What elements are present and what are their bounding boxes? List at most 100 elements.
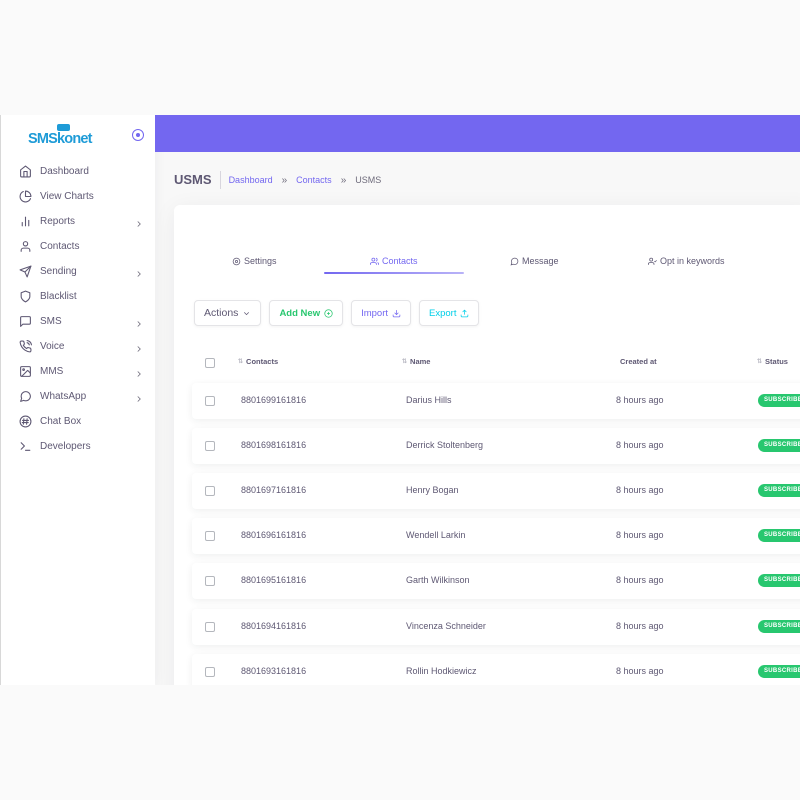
row-checkbox[interactable] bbox=[205, 531, 215, 541]
sidebar-nav: Dashboard View Charts Reports Contacts S… bbox=[1, 159, 156, 459]
sidebar-item-whatsapp[interactable]: WhatsApp bbox=[1, 384, 156, 409]
select-all-checkbox[interactable] bbox=[205, 358, 215, 368]
sort-icon: ⇅ bbox=[757, 359, 763, 365]
tab-settings[interactable]: Settings bbox=[232, 249, 277, 273]
row-checkbox[interactable] bbox=[205, 622, 215, 632]
column-header-name[interactable]: ⇅ Name bbox=[402, 357, 430, 366]
contact-number-cell: 8801695161816 bbox=[241, 575, 307, 585]
tab-contacts[interactable]: Contacts bbox=[370, 249, 418, 273]
column-header-status[interactable]: ⇅ Status bbox=[757, 357, 788, 366]
breadcrumb-contacts-link[interactable]: Contacts bbox=[296, 175, 332, 185]
page-header: USMS Dashboard » Contacts » USMS bbox=[174, 170, 381, 190]
tab-bar: Settings Contacts Message Opt in keyword… bbox=[174, 249, 800, 275]
sidebar-item-label: Contacts bbox=[40, 241, 80, 252]
sidebar-item-developers[interactable]: Developers bbox=[1, 434, 156, 459]
sidebar-collapse-toggle[interactable] bbox=[132, 129, 144, 141]
sidebar-item-sms[interactable]: SMS bbox=[1, 309, 156, 334]
sidebar-item-chat-box[interactable]: Chat Box bbox=[1, 409, 156, 434]
created-at-cell: 8 hours ago bbox=[616, 440, 664, 450]
sidebar-item-blacklist[interactable]: Blacklist bbox=[1, 284, 156, 309]
brand-name: SMSkonet bbox=[28, 131, 92, 147]
created-at-cell: 8 hours ago bbox=[616, 485, 664, 495]
tab-label: Contacts bbox=[382, 256, 418, 266]
table-row[interactable]: 8801693161816 Rollin Hodkiewicz 8 hours … bbox=[192, 654, 800, 685]
shield-icon bbox=[19, 290, 32, 303]
breadcrumb: Dashboard » Contacts » USMS bbox=[229, 175, 382, 186]
row-checkbox[interactable] bbox=[205, 396, 215, 406]
table-header: ⇅ Contacts ⇅ Name Created at ⇅ Status bbox=[174, 353, 800, 373]
chevron-right-icon bbox=[134, 266, 144, 277]
sidebar-item-label: Reports bbox=[40, 216, 76, 227]
send-icon bbox=[19, 265, 32, 278]
table-row[interactable]: 8801695161816 Garth Wilkinson 8 hours ag… bbox=[192, 563, 800, 599]
add-new-button[interactable]: Add New bbox=[269, 300, 344, 326]
column-header-created-at[interactable]: Created at bbox=[620, 357, 657, 366]
name-cell: Derrick Stoltenberg bbox=[406, 440, 484, 450]
sidebar-item-voice[interactable]: Voice bbox=[1, 334, 156, 359]
sidebar-item-view-charts[interactable]: View Charts bbox=[1, 184, 156, 209]
sidebar-item-label: WhatsApp bbox=[40, 391, 87, 402]
name-cell: Rollin Hodkiewicz bbox=[406, 666, 477, 676]
table-row[interactable]: 8801699161816 Darius Hills 8 hours ago S… bbox=[192, 383, 800, 419]
chevron-right-icon bbox=[134, 341, 144, 352]
column-label: Name bbox=[410, 357, 431, 366]
name-cell: Vincenza Schneider bbox=[406, 621, 486, 631]
column-label: Contacts bbox=[246, 357, 279, 366]
export-button[interactable]: Export bbox=[419, 300, 480, 326]
status-badge: SUBSCRIBED bbox=[758, 620, 800, 633]
column-header-contacts[interactable]: ⇅ Contacts bbox=[238, 357, 278, 366]
tab-opt-in-keywords[interactable]: Opt in keywords bbox=[648, 249, 725, 273]
status-badge: SUBSCRIBED bbox=[758, 394, 800, 407]
plus-circle-icon bbox=[324, 308, 333, 318]
created-at-cell: 8 hours ago bbox=[616, 575, 664, 585]
import-button[interactable]: Import bbox=[351, 300, 412, 326]
user-check-icon bbox=[648, 257, 657, 265]
chevron-right-icon bbox=[134, 316, 144, 327]
sidebar-item-label: Dashboard bbox=[40, 166, 89, 177]
row-checkbox[interactable] bbox=[205, 486, 215, 496]
breadcrumb-dashboard-link[interactable]: Dashboard bbox=[228, 175, 273, 185]
breadcrumb-separator: » bbox=[281, 174, 288, 186]
message-badge-icon bbox=[57, 124, 70, 131]
download-icon bbox=[392, 309, 401, 317]
sidebar-item-reports[interactable]: Reports bbox=[1, 209, 156, 234]
sidebar-item-label: Voice bbox=[40, 341, 65, 352]
table-row[interactable]: 8801694161816 Vincenza Schneider 8 hours… bbox=[192, 609, 800, 645]
contact-number-cell: 8801696161816 bbox=[241, 530, 307, 540]
sidebar-item-sending[interactable]: Sending bbox=[1, 259, 156, 284]
brand-logo[interactable]: SMSkonet bbox=[28, 123, 118, 151]
status-badge: SUBSCRIBED bbox=[758, 484, 800, 497]
row-checkbox[interactable] bbox=[205, 441, 215, 451]
tab-label: Settings bbox=[244, 256, 277, 266]
upload-icon bbox=[461, 309, 469, 317]
table-row[interactable]: 8801697161816 Henry Bogan 8 hours ago SU… bbox=[192, 473, 800, 509]
top-navbar bbox=[155, 115, 800, 152]
row-checkbox[interactable] bbox=[205, 576, 215, 586]
breadcrumb-separator: » bbox=[340, 174, 347, 186]
sidebar-item-label: MMS bbox=[40, 366, 64, 377]
table-row[interactable]: 8801698161816 Derrick Stoltenberg 8 hour… bbox=[192, 428, 800, 464]
contact-number-cell: 8801693161816 bbox=[241, 666, 307, 676]
sidebar-item-label: Sending bbox=[40, 266, 77, 277]
active-tab-indicator bbox=[324, 272, 464, 274]
tab-label: Opt in keywords bbox=[660, 256, 725, 266]
table-row[interactable]: 8801696161816 Wendell Larkin 8 hours ago… bbox=[192, 518, 800, 554]
sidebar-item-label: Blacklist bbox=[40, 291, 77, 302]
created-at-cell: 8 hours ago bbox=[616, 621, 664, 631]
sidebar-item-dashboard[interactable]: Dashboard bbox=[1, 159, 156, 184]
column-label: Status bbox=[765, 357, 788, 366]
status-badge: SUBSCRIBED bbox=[758, 574, 800, 587]
row-checkbox[interactable] bbox=[205, 667, 215, 677]
import-label: Import bbox=[361, 307, 389, 319]
phone-call-icon bbox=[19, 340, 32, 353]
sidebar-item-label: View Charts bbox=[40, 191, 94, 202]
home-icon bbox=[19, 165, 32, 178]
sidebar-item-label: SMS bbox=[40, 316, 62, 327]
sidebar-item-mms[interactable]: MMS bbox=[1, 359, 156, 384]
image-icon bbox=[19, 365, 32, 378]
created-at-cell: 8 hours ago bbox=[616, 395, 664, 405]
actions-dropdown-button[interactable]: Actions bbox=[194, 300, 262, 326]
sidebar-item-contacts[interactable]: Contacts bbox=[1, 234, 156, 259]
tab-message[interactable]: Message bbox=[510, 249, 559, 273]
contacts-card: Settings Contacts Message Opt in keyword… bbox=[174, 205, 800, 685]
